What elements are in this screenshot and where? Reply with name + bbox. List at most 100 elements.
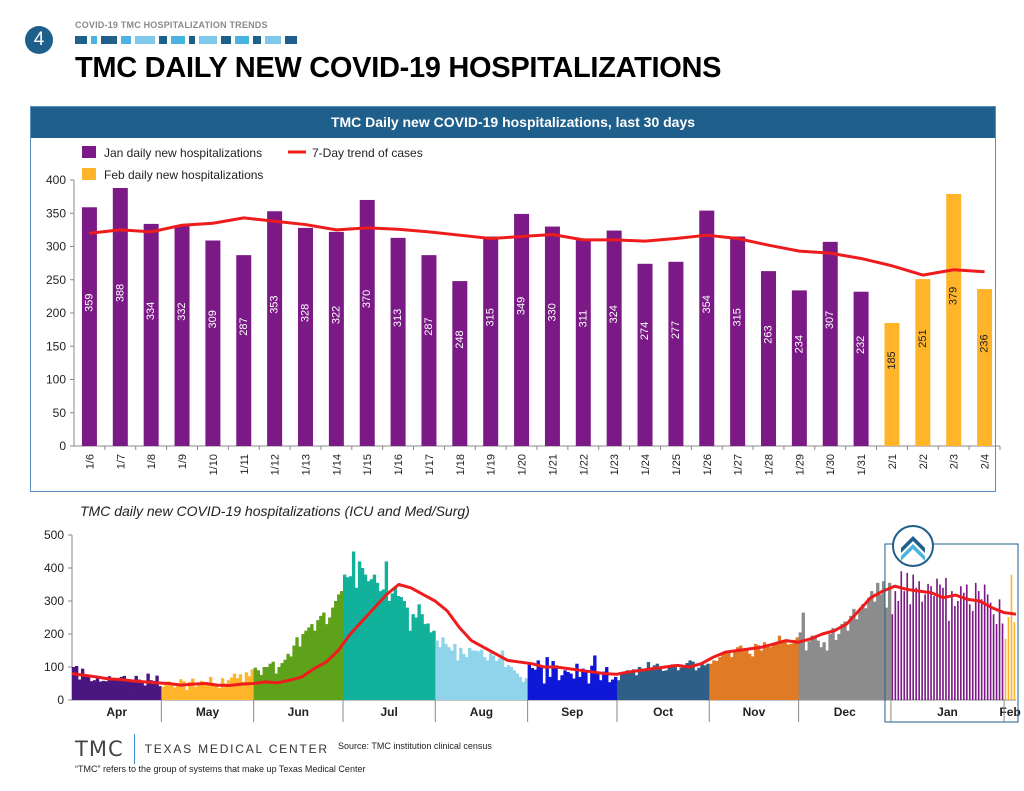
bar (903, 591, 906, 700)
bar (736, 647, 740, 700)
data-label: 185 (886, 351, 898, 369)
bar (634, 675, 639, 700)
bar (476, 651, 481, 700)
data-label: 332 (176, 302, 188, 320)
bar (798, 632, 802, 700)
bar (447, 647, 451, 700)
bar (771, 643, 776, 700)
bar (140, 681, 144, 700)
bar (727, 650, 731, 700)
bar (417, 604, 421, 700)
month-label: Jun (288, 705, 309, 719)
bar (468, 647, 472, 700)
bar (578, 676, 582, 700)
y-tick-label: 200 (44, 627, 64, 641)
x-tick-label: 1/22 (578, 454, 590, 475)
bar (819, 647, 823, 700)
data-label: 328 (300, 304, 312, 322)
bar (146, 673, 150, 700)
bar (1010, 574, 1013, 700)
y-tick-label: 300 (44, 594, 64, 608)
bar (712, 660, 716, 700)
bar (602, 671, 606, 700)
trend-line (89, 216, 985, 277)
bar (432, 630, 436, 700)
bar (176, 685, 180, 700)
bar (482, 657, 487, 700)
bar (945, 577, 947, 700)
bar (646, 662, 651, 700)
bar (351, 551, 356, 700)
bar (739, 645, 743, 700)
bar (334, 601, 338, 700)
bar (939, 584, 941, 700)
bar (226, 680, 231, 700)
data-label: 353 (269, 295, 281, 313)
bar (628, 670, 633, 700)
bar (700, 663, 704, 700)
x-tick-label: 1/11 (239, 454, 251, 475)
data-label: 379 (948, 287, 960, 305)
bar (948, 620, 950, 700)
bar (110, 680, 115, 700)
bar (977, 591, 980, 700)
page-title: TMC DAILY NEW COVID-19 HOSPITALIZATIONS (75, 52, 722, 84)
bar (613, 676, 618, 700)
data-label: 263 (763, 325, 775, 343)
bar (360, 568, 365, 700)
bar (512, 670, 517, 700)
y-tick-label: 100 (44, 660, 64, 674)
bar (328, 231, 344, 446)
x-tick-label: 1/8 (146, 454, 158, 469)
bar (206, 682, 210, 700)
panel-header: TMC Daily new COVID-19 hospitalizations,… (31, 107, 995, 138)
bar (208, 676, 213, 700)
data-label: 315 (732, 308, 744, 326)
x-tick-label: 1/12 (270, 454, 282, 475)
bar (453, 643, 457, 700)
x-tick-label: 1/30 (825, 454, 837, 475)
y-tick-label: 50 (53, 406, 67, 420)
x-tick-label: 1/14 (331, 454, 343, 475)
bar (861, 604, 865, 700)
data-label: 388 (114, 284, 126, 302)
bar (667, 666, 671, 700)
bar (718, 657, 722, 700)
bar (807, 641, 811, 700)
bar (774, 642, 779, 700)
x-tick-label: 1/23 (609, 454, 621, 475)
bar (942, 587, 944, 700)
bar (816, 640, 820, 700)
bar (625, 670, 630, 700)
bar (608, 682, 612, 700)
bar (444, 643, 448, 700)
bar (606, 230, 622, 446)
bar (259, 674, 263, 700)
bar (566, 671, 570, 700)
bar (590, 665, 594, 700)
legend-swatch-jan (82, 146, 96, 158)
bar (426, 623, 430, 700)
bar (494, 661, 499, 700)
chevron-up-icon (900, 536, 925, 553)
bar (730, 657, 734, 700)
bar (435, 640, 439, 700)
y-tick-label: 0 (57, 693, 64, 707)
bar (265, 667, 269, 700)
bar (906, 572, 909, 700)
legend-swatch-feb (82, 168, 96, 180)
x-tick-label: 1/20 (517, 454, 529, 475)
bar (989, 602, 992, 700)
section-label: COVID-19 TMC HOSPITALIZATION TRENDS (75, 20, 268, 30)
bar (289, 656, 293, 700)
bar (631, 669, 636, 700)
data-label: 313 (392, 309, 404, 327)
bar (72, 667, 76, 700)
bar (936, 578, 938, 700)
bar (107, 676, 112, 700)
bar (822, 642, 826, 700)
bar (649, 667, 654, 700)
bar (421, 255, 437, 446)
bar (891, 614, 894, 700)
bar (488, 652, 493, 700)
